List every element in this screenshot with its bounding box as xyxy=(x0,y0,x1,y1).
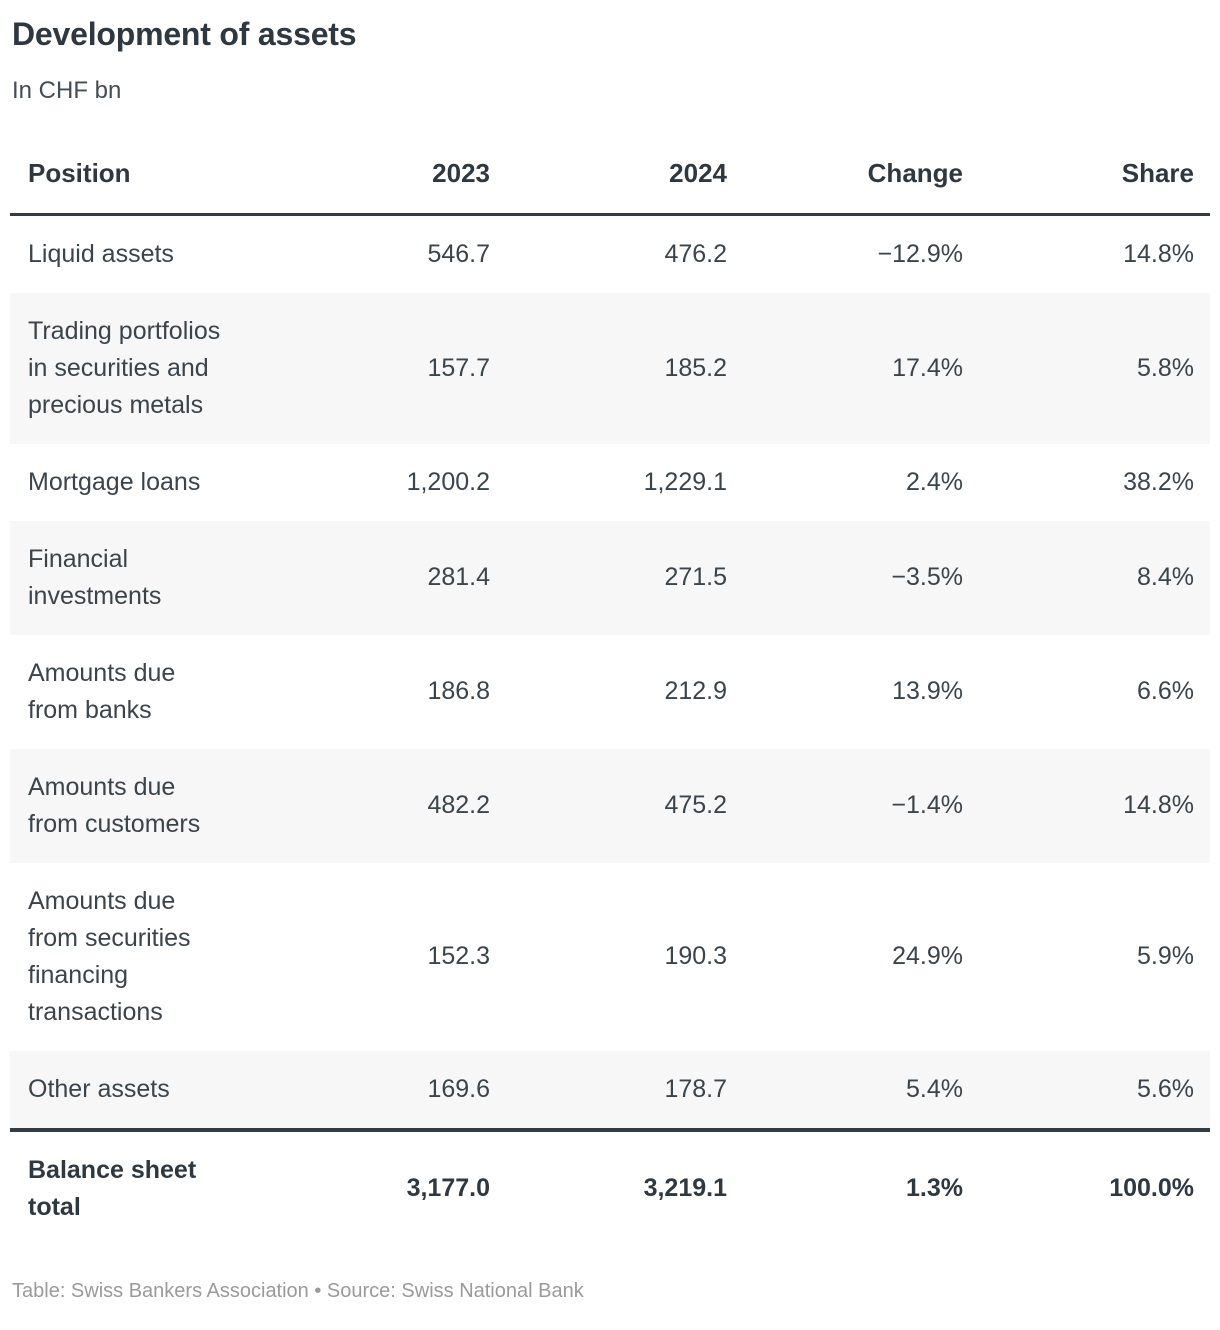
change-cell: −3.5% xyxy=(891,563,963,592)
change-cell: 5.4% xyxy=(906,1074,963,1103)
value-2024-cell: 476.2 xyxy=(664,239,727,268)
page-title: Development of assets xyxy=(12,16,357,52)
position-cell: Amounts due from securities financing tr… xyxy=(28,886,191,1026)
share-cell: 6.6% xyxy=(1137,677,1194,706)
table-row-total: Balance sheet total 3,177.0 3,219.1 1.3%… xyxy=(10,1129,1210,1246)
table-row: Amounts due from securities financing tr… xyxy=(10,863,1210,1051)
value-2023-cell: 3,177.0 xyxy=(406,1174,490,1203)
share-cell: 5.9% xyxy=(1137,942,1194,971)
change-cell: −12.9% xyxy=(877,239,964,268)
value-2024-cell: 185.2 xyxy=(664,353,727,382)
position-cell: Liquid assets xyxy=(28,239,174,268)
value-2023-cell: 281.4 xyxy=(427,563,490,592)
position-cell: Trading portfolios in securities and pre… xyxy=(28,316,221,419)
value-2023-cell: 546.7 xyxy=(427,239,490,268)
table-header: Position 2023 2024 Change Share xyxy=(10,140,1210,215)
value-2023-cell: 482.2 xyxy=(427,791,490,820)
value-2024-cell: 178.7 xyxy=(664,1074,727,1103)
table-body: Liquid assets 546.7 476.2 −12.9% 14.8% T… xyxy=(10,214,1210,1246)
value-2023-cell: 157.7 xyxy=(427,353,490,382)
table-row: Trading portfolios in securities and pre… xyxy=(10,292,1210,444)
position-cell: Mortgage loans xyxy=(28,467,201,496)
value-2024-cell: 271.5 xyxy=(664,563,727,592)
source-credit: Table: Swiss Bankers Association • Sourc… xyxy=(12,1279,584,1302)
value-2023-cell: 1,200.2 xyxy=(406,467,490,496)
position-cell: Other assets xyxy=(28,1074,170,1103)
share-cell: 14.8% xyxy=(1123,791,1194,820)
change-cell: −1.4% xyxy=(891,791,963,820)
table-row: Liquid assets 546.7 476.2 −12.9% 14.8% xyxy=(10,214,1210,293)
table-row: Other assets 169.6 178.7 5.4% 5.6% xyxy=(10,1050,1210,1130)
change-cell: 1.3% xyxy=(906,1174,963,1203)
column-header-2023: 2023 xyxy=(432,157,490,188)
value-2023-cell: 152.3 xyxy=(427,942,490,971)
table-row: Amounts due from banks 186.8 212.9 13.9%… xyxy=(10,635,1210,749)
value-2024-cell: 212.9 xyxy=(664,677,727,706)
column-header-share: Share xyxy=(1121,157,1194,188)
share-cell: 14.8% xyxy=(1123,239,1194,268)
change-cell: 24.9% xyxy=(892,942,963,971)
value-2024-cell: 1,229.1 xyxy=(643,467,727,496)
value-2023-cell: 186.8 xyxy=(427,677,490,706)
share-cell: 38.2% xyxy=(1123,467,1194,496)
value-2024-cell: 3,219.1 xyxy=(643,1174,727,1203)
value-2024-cell: 475.2 xyxy=(664,791,727,820)
position-cell: Amounts due from customers xyxy=(28,772,201,838)
position-cell: Balance sheet total xyxy=(28,1155,197,1221)
value-2024-cell: 190.3 xyxy=(664,942,727,971)
change-cell: 2.4% xyxy=(906,467,963,496)
column-header-2024: 2024 xyxy=(669,157,727,188)
value-2023-cell: 169.6 xyxy=(427,1074,490,1103)
change-cell: 17.4% xyxy=(892,353,963,382)
position-cell: Amounts due from banks xyxy=(28,658,176,724)
assets-table: Position 2023 2024 Change Share Liquid a… xyxy=(10,140,1210,1246)
table-row: Financial investments 281.4 271.5 −3.5% … xyxy=(10,520,1210,635)
change-cell: 13.9% xyxy=(892,677,963,706)
subtitle: In CHF bn xyxy=(12,76,122,104)
share-cell: 5.8% xyxy=(1137,353,1194,382)
share-cell: 8.4% xyxy=(1137,563,1194,592)
table-row: Mortgage loans 1,200.2 1,229.1 2.4% 38.2… xyxy=(10,444,1210,521)
share-cell: 100.0% xyxy=(1109,1174,1194,1203)
column-header-position: Position xyxy=(28,157,131,188)
column-header-change: Change xyxy=(867,157,963,188)
header-row: Position 2023 2024 Change Share xyxy=(10,140,1210,215)
share-cell: 5.6% xyxy=(1137,1074,1194,1103)
position-cell: Financial investments xyxy=(28,544,162,610)
table-row: Amounts due from customers 482.2 475.2 −… xyxy=(10,748,1210,863)
